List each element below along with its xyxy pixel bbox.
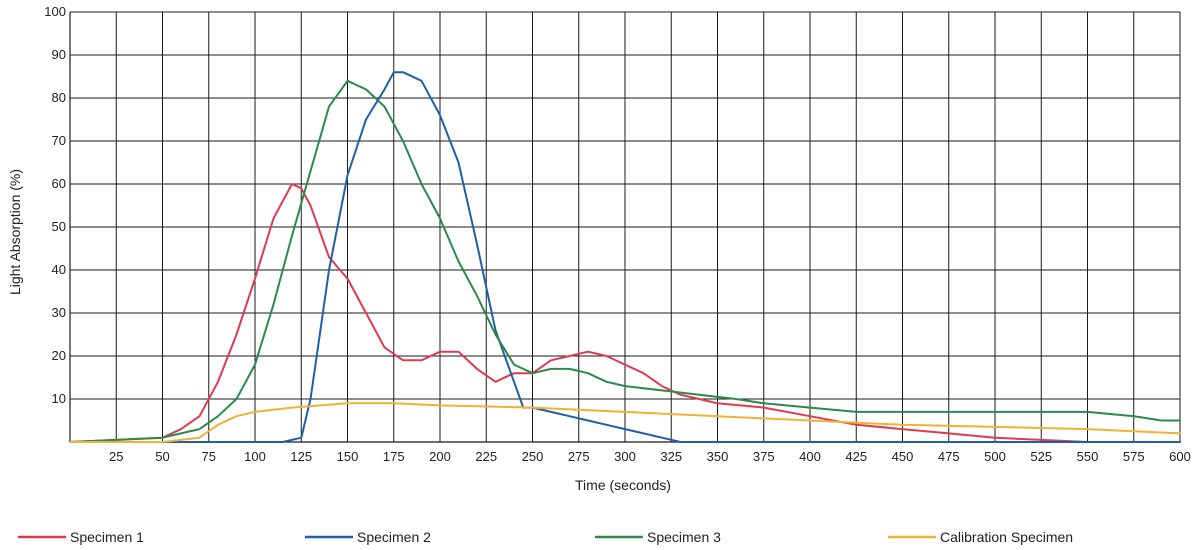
y-tick-label: 100 [44, 4, 66, 19]
x-axis-title: Time (seconds) [575, 477, 671, 493]
legend-label-1: Specimen 1 [70, 529, 144, 545]
x-tick-label: 425 [845, 449, 867, 464]
x-tick-label: 600 [1169, 449, 1191, 464]
x-tick-label: 150 [337, 449, 359, 464]
x-tick-label: 400 [799, 449, 821, 464]
y-tick-label: 90 [52, 47, 66, 62]
x-tick-label: 575 [1123, 449, 1145, 464]
tick-labels: 25 50 75 100 125 150 175 200 225 250 275 300 325 350 3… [44, 4, 1191, 464]
y-tick-label: 10 [52, 391, 66, 406]
legend-label-3: Specimen 3 [647, 529, 721, 545]
legend-label-2: Specimen 2 [357, 529, 431, 545]
series-line-3 [69, 79, 1181, 443]
x-tick-label: 225 [475, 449, 497, 464]
y-tick-label: 50 [52, 219, 66, 234]
x-tick-label: 300 [614, 449, 636, 464]
x-tick-label: 125 [290, 449, 312, 464]
series-line-1 [69, 183, 1181, 443]
y-tick-label: 80 [52, 90, 66, 105]
x-tick-label: 375 [753, 449, 775, 464]
x-tick-label: 200 [429, 449, 451, 464]
x-tick-label: 450 [892, 449, 914, 464]
series-line-4 [69, 402, 1181, 443]
x-tick-label: 550 [1077, 449, 1099, 464]
x-tick-label: 50 [155, 449, 169, 464]
x-tick-label: 475 [938, 449, 960, 464]
y-tick-label: 40 [52, 262, 66, 277]
x-tick-label: 100 [244, 449, 266, 464]
y-tick-label: 70 [52, 133, 66, 148]
chart-grid [69, 11, 1181, 443]
legend: Specimen 1 Specimen 2 Specimen 3 Calibratio… [18, 529, 1073, 545]
y-tick-label: 20 [52, 348, 66, 363]
legend-label-4: Calibration Specimen [940, 529, 1073, 545]
x-tick-label: 325 [660, 449, 682, 464]
x-tick-label: 275 [568, 449, 590, 464]
x-tick-label: 175 [383, 449, 405, 464]
y-tick-label: 60 [52, 176, 66, 191]
x-tick-label: 525 [1030, 449, 1052, 464]
y-tick-label: 30 [52, 305, 66, 320]
x-tick-label: 350 [707, 449, 729, 464]
x-tick-label: 250 [522, 449, 544, 464]
series-line-2 [69, 71, 1181, 443]
x-tick-label: 500 [984, 449, 1006, 464]
x-tick-label: 75 [202, 449, 216, 464]
series-layer [69, 71, 1181, 443]
x-tick-label: 25 [109, 449, 123, 464]
y-axis-title: Light Absorption (%) [7, 169, 23, 295]
